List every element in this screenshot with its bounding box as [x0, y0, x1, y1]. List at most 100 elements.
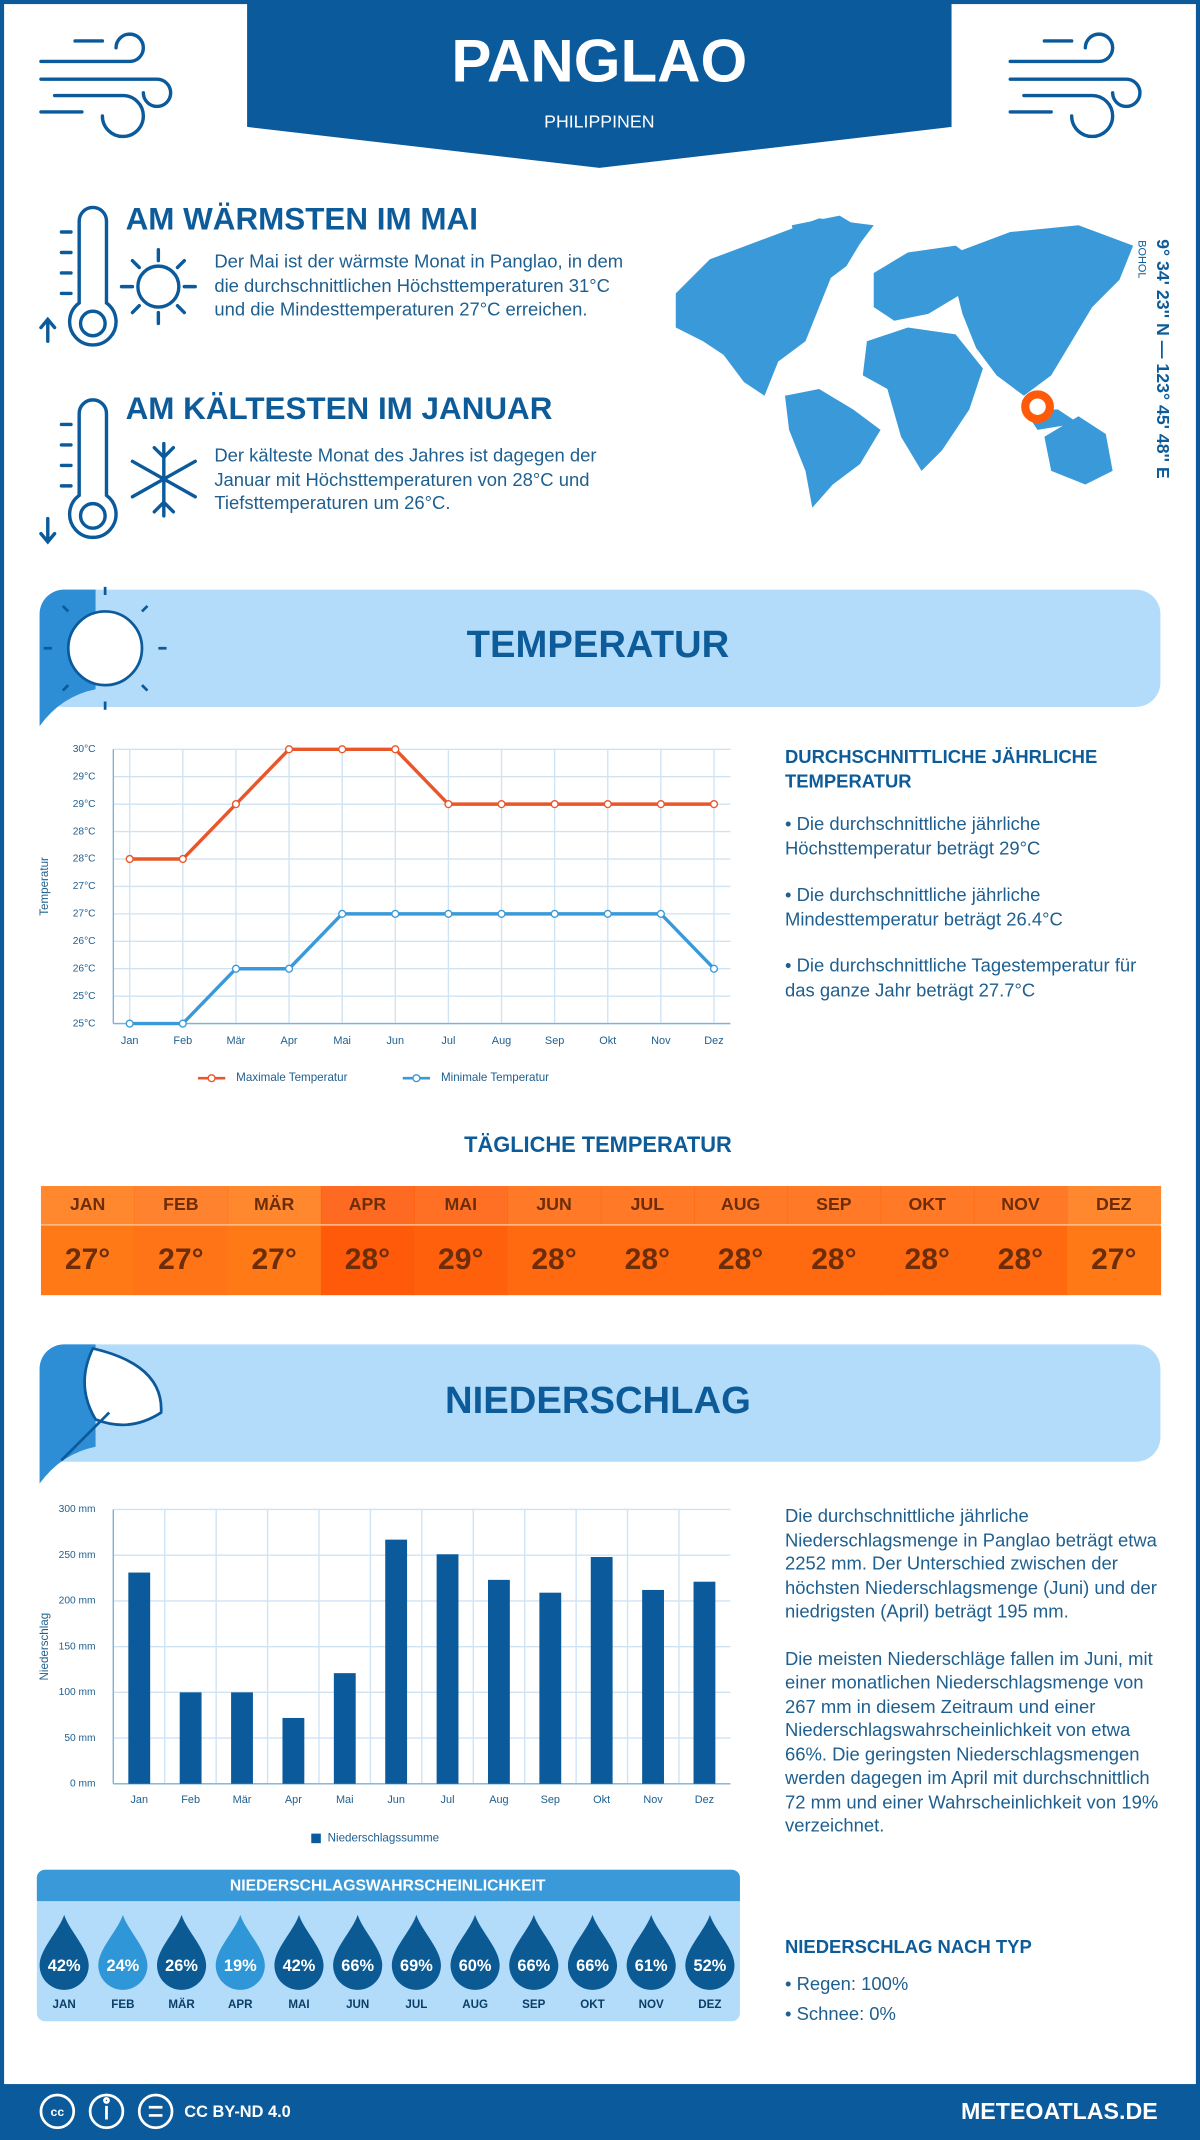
table-header-cell [40, 1186, 135, 1225]
table-cell [40, 1225, 135, 1296]
probability-month: APR [228, 1998, 253, 2011]
temperature-value: 28° [531, 1243, 576, 1276]
legend-marker [412, 1074, 421, 1083]
point [125, 1019, 134, 1028]
coldest-title: AM KÄLTESTEN IM JANUAR [125, 390, 553, 426]
x-tick-label: Nov [651, 1035, 671, 1047]
table-header-cell [787, 1186, 882, 1225]
probability-value: 66% [341, 1957, 374, 1975]
line [129, 747, 714, 861]
table-header-cell [414, 1186, 509, 1225]
drop [567, 1914, 618, 1990]
point [178, 1019, 187, 1028]
banner-accent [39, 1344, 96, 1484]
x-tick-label: Mai [333, 1035, 351, 1047]
temperature-value: 28° [345, 1243, 390, 1276]
section-banner [39, 589, 1161, 707]
precip-text: Die durchschnittliche jährliche Niedersc… [785, 1504, 1160, 1838]
type-item: • Regen: 100% [784, 1973, 909, 1994]
temperature-value: 27° [251, 1243, 296, 1276]
legend-marker [207, 1074, 216, 1083]
drop [685, 1914, 735, 1990]
probability-value: 42% [283, 1957, 316, 1975]
y-tick-label: 27°C [73, 881, 96, 892]
x-tick-label: Aug [489, 1794, 508, 1806]
x-tick-label: Apr [285, 1794, 302, 1806]
table-cell [227, 1225, 322, 1296]
probability-box [36, 1869, 740, 2022]
bar [333, 1673, 356, 1784]
probability-value: 61% [635, 1957, 668, 1975]
bar [487, 1579, 510, 1784]
x-tick-label: Dez [704, 1035, 723, 1047]
point [550, 800, 559, 809]
month-label: DEZ [1096, 1194, 1132, 1214]
paragraph: Die meisten Niederschläge fallen im Juni… [784, 1647, 1159, 1836]
bar [693, 1581, 716, 1784]
month-label: JUN [536, 1194, 571, 1214]
bullet: • Die durchschnittliche Tagestemperatur … [784, 955, 1137, 1000]
probability-value: 19% [224, 1957, 257, 1975]
x-tick-label: Sep [541, 1794, 560, 1806]
type-title: NIEDERSCHLAG NACH TYP [784, 1936, 1032, 1958]
table-cell [973, 1225, 1068, 1296]
x-tick-label: Jul [441, 1794, 455, 1806]
probability-month: NOV [639, 1998, 664, 2011]
region: BOHOL [1135, 240, 1147, 278]
y-tick-label: 0 mm [70, 1778, 96, 1789]
wind-icon [39, 32, 1142, 139]
table-cell [507, 1225, 602, 1296]
table-header-cell [507, 1186, 602, 1225]
legend-label: Minimale Temperatur [441, 1071, 549, 1084]
license[interactable]: CC BY-ND 4.0 [184, 2103, 290, 2121]
section-title: NIEDERSCHLAG [445, 1379, 751, 1422]
temperature-value: 28° [904, 1243, 949, 1276]
probability-value: 66% [576, 1957, 609, 1975]
point [497, 800, 506, 809]
probability-month: DEZ [698, 1998, 721, 2011]
point [603, 909, 612, 918]
probability-title: NIEDERSCHLAGSWAHRSCHEINLICHKEIT [230, 1877, 546, 1894]
point [391, 745, 400, 754]
sun-icon [43, 586, 167, 710]
point [125, 854, 134, 864]
probability-header [36, 1869, 740, 1902]
x-tick-label: Nov [643, 1794, 663, 1806]
probability-month: JUN [346, 1998, 369, 2011]
drop [98, 1914, 148, 1990]
drop [39, 1914, 89, 1990]
bar [436, 1554, 459, 1784]
probability-month: MÄR [168, 1998, 195, 2011]
y-tick-label: 25°C [73, 991, 96, 1002]
bar [179, 1692, 202, 1784]
y-tick-label: 26°C [73, 936, 96, 947]
type-items: • Regen: 100% • Schnee: 0% [785, 1967, 1154, 2026]
temperature-value: 28° [718, 1243, 763, 1276]
bar [282, 1717, 305, 1784]
table-cell [414, 1225, 509, 1296]
point [656, 800, 665, 809]
y-axis-label: Temperatur [38, 857, 51, 916]
table-header-cell [320, 1186, 415, 1225]
warmest-text: Der Mai ist der wärmste Monat in Panglao… [214, 251, 624, 320]
drop [450, 1914, 500, 1990]
x-tick-label: Feb [173, 1035, 192, 1047]
table-header-cell [600, 1186, 695, 1225]
paragraph: Die durchschnittliche jährliche Niedersc… [784, 1505, 1157, 1622]
table-header-cell [973, 1186, 1068, 1225]
month-label: AUG [721, 1194, 760, 1214]
month-label: JAN [70, 1194, 105, 1214]
y-tick-label: 30°C [73, 744, 96, 755]
point [444, 909, 453, 918]
probability-month: SEP [522, 1998, 545, 2011]
bar [231, 1692, 253, 1784]
table-title: TÄGLICHE TEMPERATUR [464, 1132, 732, 1157]
probability-month: JAN [53, 1998, 76, 2011]
point [709, 800, 719, 809]
month-label: SEP [816, 1194, 852, 1214]
point [603, 800, 612, 809]
site-link[interactable]: METEOATLAS.DE [961, 2098, 1158, 2124]
footer-band [0, 2084, 1200, 2140]
